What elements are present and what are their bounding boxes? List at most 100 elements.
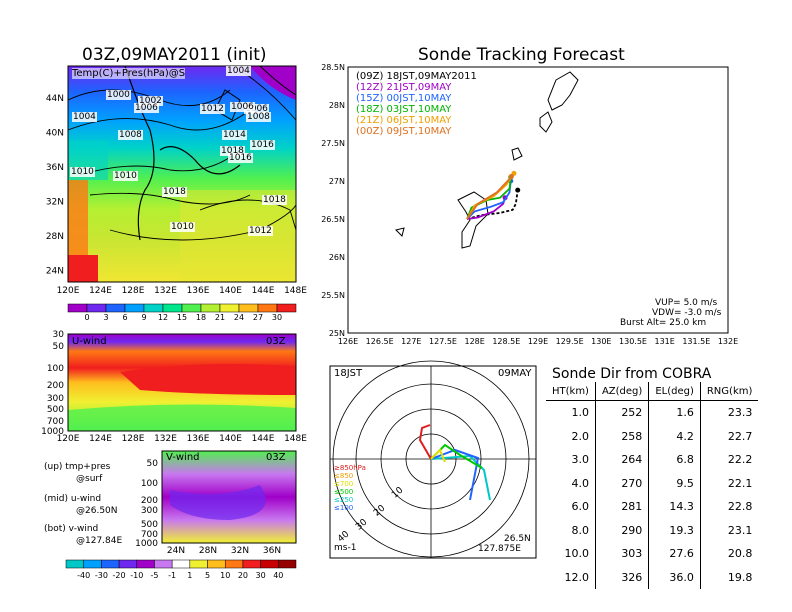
map-colorbar-label: 21 — [215, 313, 225, 322]
table-cell: 10.0 — [564, 547, 589, 561]
tracking-burst-point — [515, 187, 521, 193]
vwind-y-tick: 200 — [141, 496, 158, 506]
vwind-y-tick: 1000 — [135, 539, 158, 549]
wind-colorbar-label: 20 — [238, 571, 248, 580]
vwind-x-tick: 36N — [263, 546, 281, 556]
map-colorbar-label: 18 — [196, 313, 206, 322]
pressure-label: 1018 — [220, 146, 245, 156]
wind-colorbar-label: -1 — [168, 571, 176, 580]
tracking-series-line — [466, 172, 515, 220]
param-burst: Burst Alt= 25.0 km — [620, 318, 707, 328]
wind-colorbar-swatch — [224, 559, 244, 569]
table-cell: 252 — [594, 400, 649, 425]
tracking-x-tick: 130E — [591, 337, 611, 346]
table-cell: 22.2 — [699, 448, 759, 472]
table-cell: 8.0 — [571, 523, 589, 537]
map-x-tick: 128E — [122, 286, 145, 296]
vwind-y-tick: 300 — [141, 506, 158, 516]
tracking-series-line — [466, 175, 513, 220]
table-cell: 22.1 — [699, 471, 759, 495]
uwind-y-tick: 1000 — [41, 427, 64, 437]
uwind-y-tick: 700 — [47, 417, 64, 427]
tracking-y-tick: 27.5N — [321, 139, 345, 148]
polar-level-entry: ≤100 — [334, 504, 354, 512]
map-colorbar-swatch — [200, 303, 221, 313]
vwind-label: V-wind — [166, 452, 200, 463]
wind-colorbar-swatch — [260, 559, 279, 569]
vwind-y-tick: 700 — [141, 530, 158, 540]
sonde-table-header-cell: RNG(km) — [699, 382, 759, 401]
tracking-x-tick: 131.5E — [682, 337, 710, 346]
uwind-y-tick: 200 — [47, 381, 64, 391]
tracking-y-tick: 28N — [329, 101, 345, 110]
map-y-tick: 32N — [46, 198, 64, 208]
map-colorbar-label: 0 — [84, 313, 89, 322]
map-y-tick: 36N — [46, 163, 64, 173]
table-cell: 290 — [594, 518, 649, 542]
wind-colorbar-swatch — [207, 559, 226, 569]
map-x-tick: 120E — [57, 286, 80, 296]
pressure-label: 1016 — [228, 153, 253, 163]
sonde-table-header-cell: HT(km) — [546, 382, 596, 401]
table-cell: 1.0 — [571, 406, 589, 420]
vwind-x-tick: 24N — [167, 546, 185, 556]
pressure-label: 1012 — [200, 104, 225, 114]
wind-colorbar-swatch — [278, 559, 297, 569]
map-colorbar-label: 15 — [177, 313, 187, 322]
tracking-burst-point — [508, 173, 514, 179]
tracking-x-tick: 131E — [655, 337, 675, 346]
tracking-x-tick: 129.5E — [556, 337, 584, 346]
table-cell: 6.8 — [648, 448, 701, 472]
table-row: 1.0 252 1.6 23.3 — [546, 400, 759, 425]
table-cell: 2.0 — [571, 429, 589, 443]
table-cell: 270 — [594, 471, 649, 495]
map-field-label: Temp(C)+Pres(hPa)@S — [72, 68, 186, 79]
table-row: 8.0 290 19.3 23.1 — [546, 518, 759, 542]
map-x-tick: 124E — [89, 286, 112, 296]
tracking-y-tick: 25.5N — [321, 291, 345, 300]
table-row: 6.0 281 14.3 22.8 — [546, 495, 759, 519]
table-cell: 303 — [594, 542, 649, 566]
table-cell: 3.0 — [571, 453, 589, 467]
vwind-y-tick: 500 — [141, 520, 158, 530]
vwind-x-tick: 32N — [231, 546, 249, 556]
map-x-tick: 132E — [154, 286, 177, 296]
pressure-label: 1014 — [222, 130, 247, 140]
vwind-time: 03Z — [266, 452, 286, 463]
map-y-tick: 40N — [46, 129, 64, 139]
uwind-y-tick: 50 — [53, 342, 65, 352]
tracking-x-tick: 128.5E — [492, 337, 520, 346]
map-x-tick: 144E — [252, 286, 275, 296]
table-cell: 4.0 — [571, 476, 589, 490]
polar-level-entry: ≤500 — [334, 488, 354, 496]
polar-time: 18JST — [334, 368, 363, 379]
polar-unit: ms-1 — [334, 543, 357, 553]
map-colorbar-label: 27 — [253, 313, 263, 322]
tracking-y-tick: 26.5N — [321, 215, 345, 224]
table-cell: 23.3 — [699, 400, 759, 425]
map-colorbar-swatch — [143, 303, 164, 313]
sonde-table-title: Sonde Dir from COBRA — [552, 366, 712, 382]
table-cell: 19.8 — [699, 565, 759, 589]
wind-colorbar-label: 40 — [273, 571, 283, 580]
tracking-legend-entry: (18Z) 03JST,10MAY — [356, 104, 452, 115]
pressure-label: 1006 — [134, 103, 159, 113]
map-colorbar: 0 3 6 9 12 15 18 21 24 27 30 — [67, 303, 297, 322]
pressure-label: 1008 — [118, 130, 143, 140]
uwind-panel — [67, 333, 297, 432]
wind-colorbar-label: -30 — [95, 571, 108, 580]
table-cell: 4.2 — [648, 424, 701, 448]
vwind-y-tick: 50 — [147, 459, 159, 469]
note-up-2: @surf — [76, 474, 103, 484]
polar-level-entry: ≥850hPa — [334, 464, 366, 472]
pressure-label: 1004 — [226, 66, 251, 76]
uwind-x-tick: 144E — [252, 434, 275, 444]
map-colorbar-label: 30 — [272, 313, 282, 322]
tracking-series-line — [466, 180, 512, 220]
tracking-y-tick: 25N — [329, 329, 345, 338]
tracking-y-tick: 26N — [329, 253, 345, 262]
sonde-table: HT(km) AZ(deg) EL(deg) RNG(km) 1.0 252 1.6 23.3… — [546, 382, 759, 589]
uwind-x-tick: 124E — [89, 434, 112, 444]
map-x-tick: 136E — [187, 286, 210, 296]
